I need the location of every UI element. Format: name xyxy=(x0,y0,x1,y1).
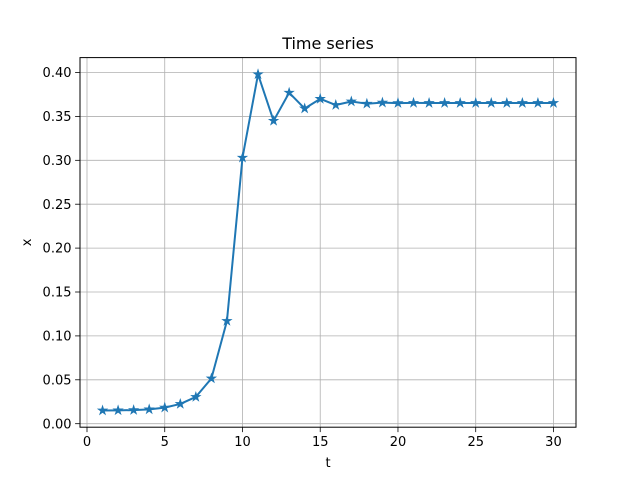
data-point-marker xyxy=(438,97,451,108)
data-point-marker xyxy=(96,404,109,416)
y-tick-label: 0.40 xyxy=(43,66,72,81)
chart-title: Time series xyxy=(281,34,374,53)
data-point-marker xyxy=(407,96,420,108)
data-point-marker xyxy=(376,96,389,108)
data-point-marker xyxy=(267,114,280,126)
grid-lines xyxy=(80,57,576,428)
y-tick-label: 0.20 xyxy=(43,242,72,257)
data-point-marker xyxy=(221,314,233,326)
data-point-marker xyxy=(345,95,358,107)
x-tick-label: 20 xyxy=(390,435,407,450)
y-tick-label: 0.00 xyxy=(43,417,72,432)
x-tick-label: 10 xyxy=(234,435,251,450)
data-point-marker xyxy=(423,97,435,108)
y-axis-label: x xyxy=(20,238,35,246)
plot-frame xyxy=(79,57,577,428)
data-point-marker xyxy=(485,97,497,108)
axis-ticks: 0 5 10 15 20 25 30 0.00 0.05 0.10 0.15 0.20 0.25 0.30… xyxy=(43,66,562,450)
data-point-marker xyxy=(330,99,342,110)
data-point-marker xyxy=(470,97,482,108)
data-point-marker xyxy=(547,97,560,108)
y-tick-label: 0.30 xyxy=(43,154,72,169)
y-tick-label: 0.05 xyxy=(43,373,72,388)
y-tick-label: 0.25 xyxy=(43,198,72,213)
x-tick-label: 15 xyxy=(312,435,329,450)
data-point-marker xyxy=(236,151,249,163)
x-tick-label: 0 xyxy=(83,435,91,450)
data-point-marker xyxy=(532,97,544,108)
data-point-marker xyxy=(283,86,295,98)
data-point-marker xyxy=(127,404,140,415)
y-tick-label: 0.35 xyxy=(43,110,72,125)
data-point-marker xyxy=(143,403,155,415)
data-point-marker xyxy=(190,390,202,402)
y-tick-label: 0.10 xyxy=(43,329,72,344)
x-tick-label: 30 xyxy=(545,435,562,450)
data-point-marker xyxy=(501,97,513,108)
data-point-marker xyxy=(314,92,326,104)
y-tick-label: 0.15 xyxy=(43,286,72,301)
data-point-marker xyxy=(454,97,466,108)
data-point-marker xyxy=(361,97,373,109)
data-point-marker xyxy=(174,397,186,409)
x-axis-label: t xyxy=(325,456,330,471)
data-point-marker xyxy=(159,401,171,413)
data-point-marker xyxy=(205,372,218,384)
data-point-marker xyxy=(252,68,264,80)
series-layer xyxy=(96,68,560,416)
data-point-marker xyxy=(392,97,404,108)
x-tick-label: 5 xyxy=(161,435,169,450)
data-point-marker xyxy=(298,102,311,114)
data-point-marker xyxy=(516,97,529,108)
data-point-marker xyxy=(112,404,124,416)
x-tick-label: 25 xyxy=(467,435,484,450)
